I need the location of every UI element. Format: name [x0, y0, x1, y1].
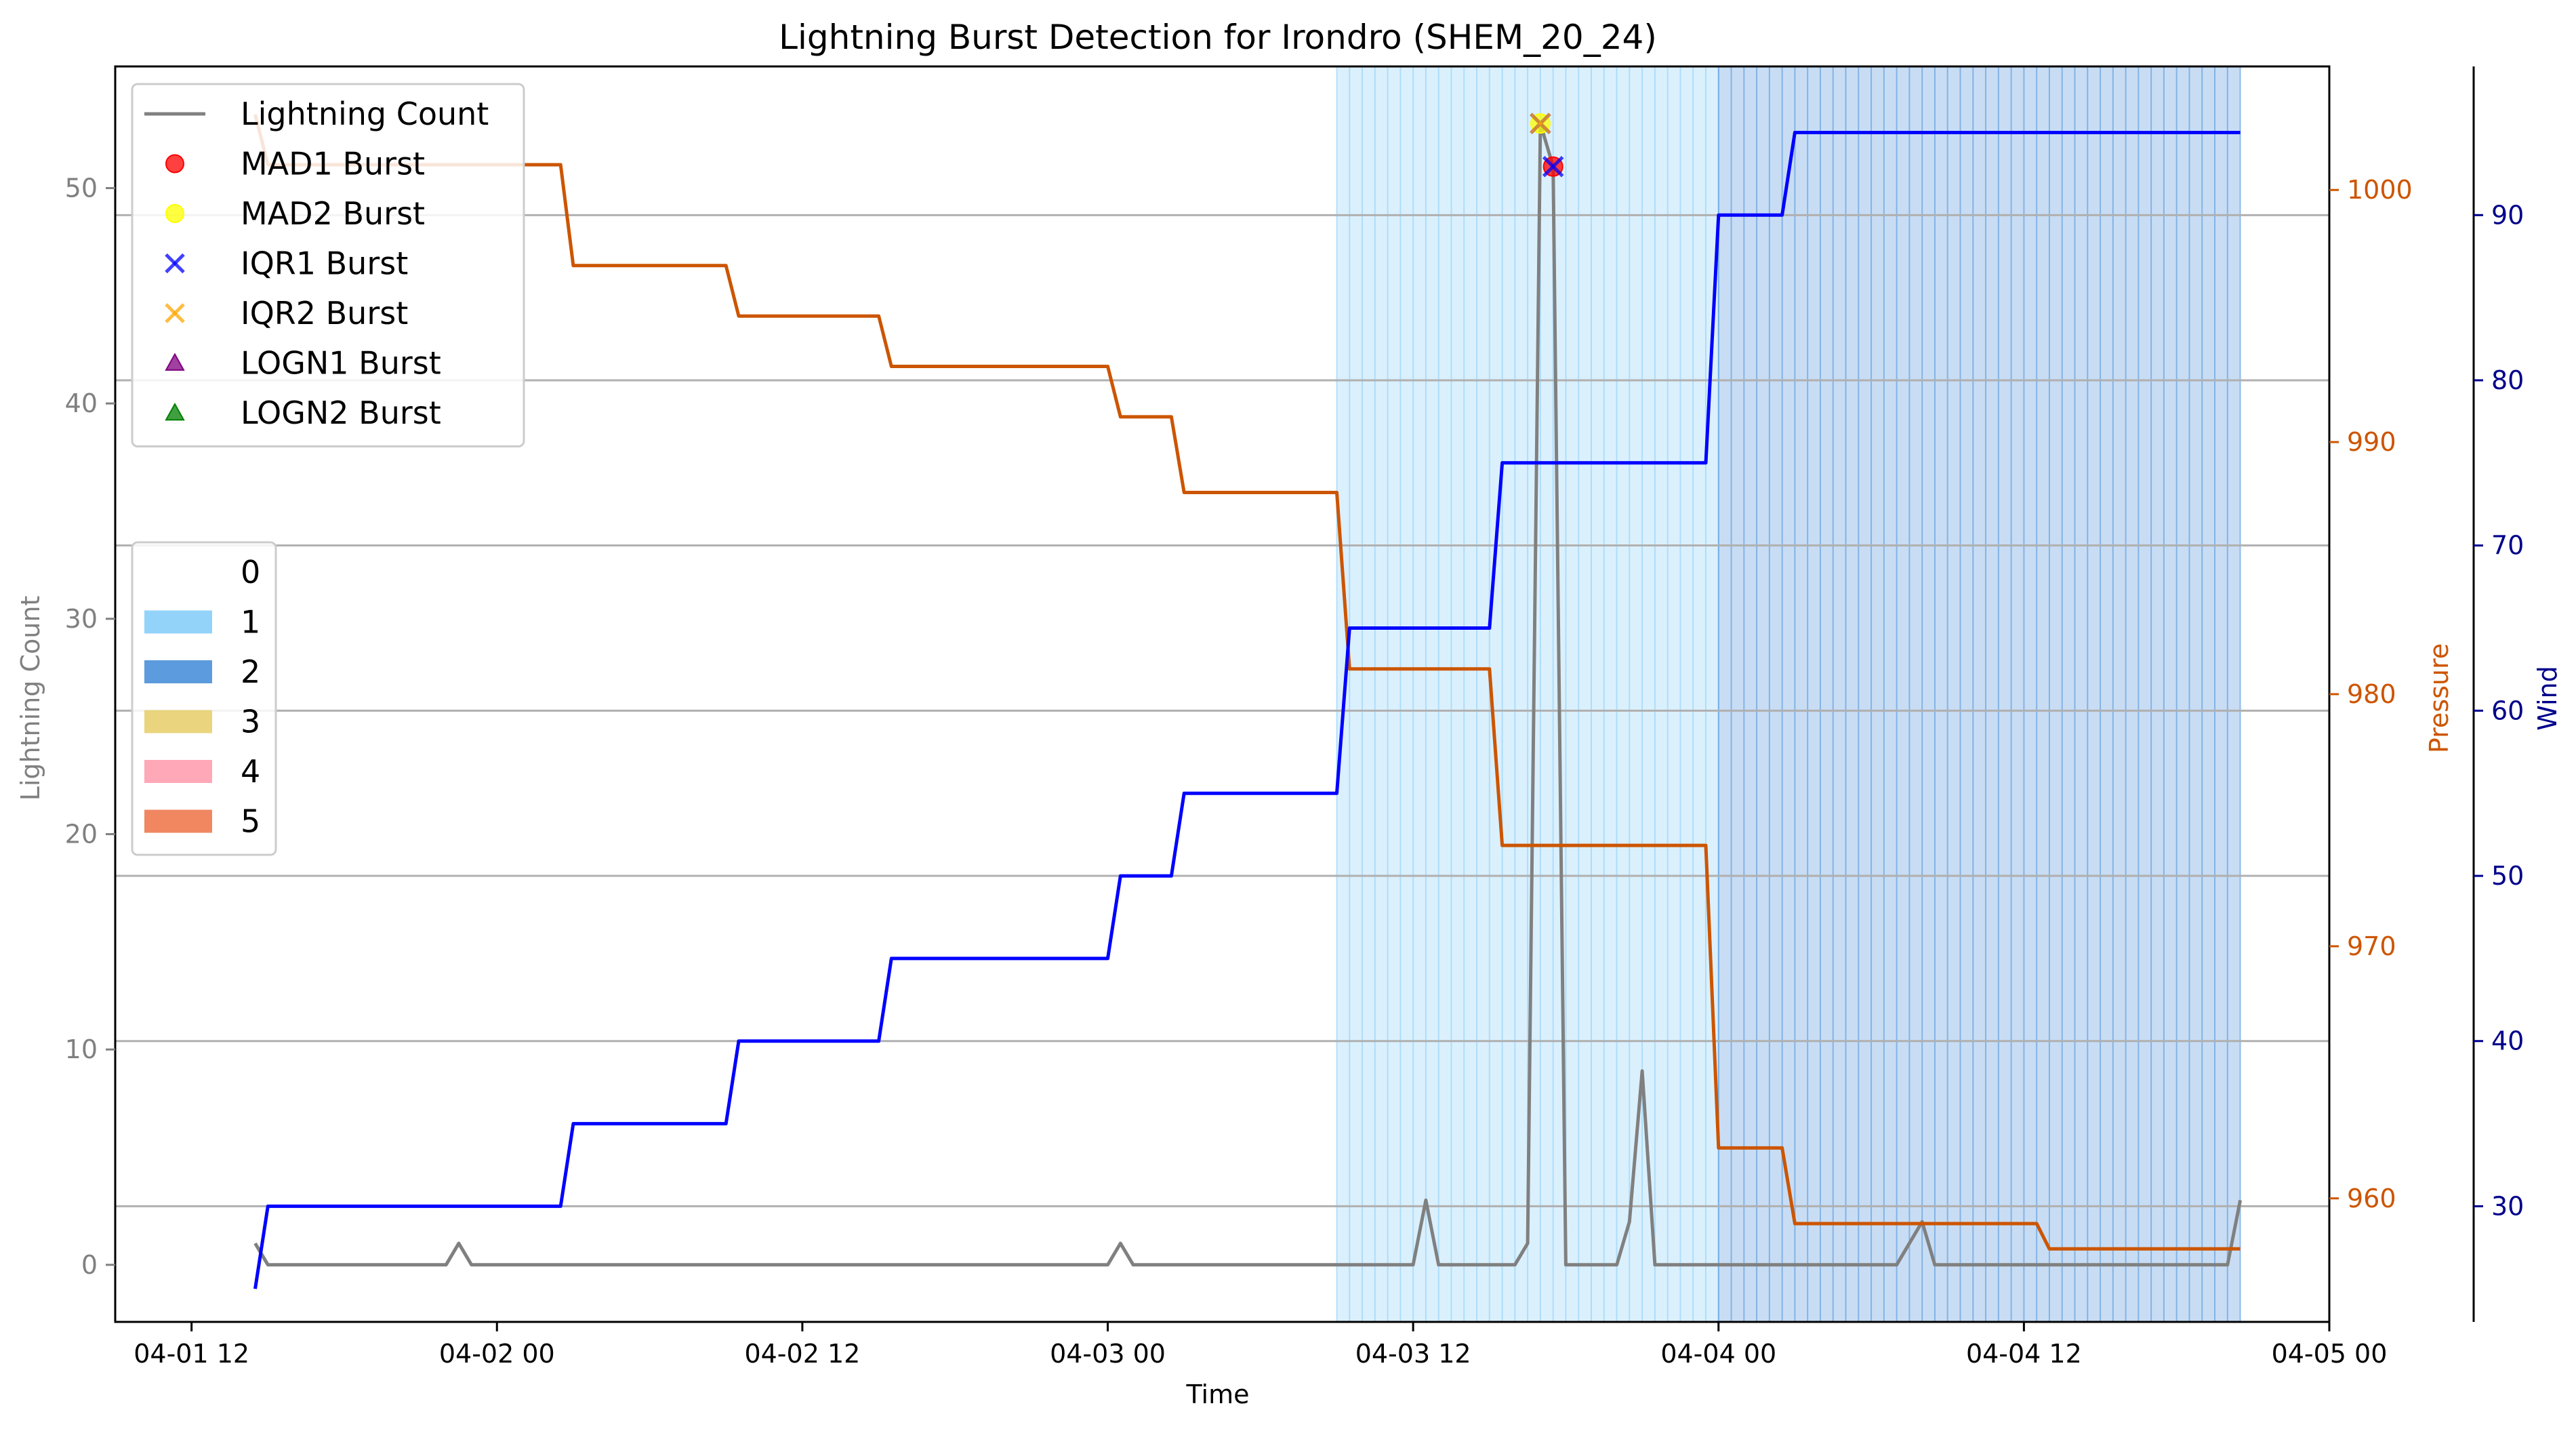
y-wind-tick-label: 50: [2491, 861, 2524, 891]
x-axis-label: Time: [1186, 1380, 1250, 1409]
series-line-wind: [253, 131, 2241, 1289]
burst-marker-iqr1-burst: [1542, 155, 1564, 178]
legend-series-mad1-burst-swatch: [165, 154, 184, 174]
series-lines: [253, 114, 2243, 1289]
legend-category-4-label: 4: [241, 753, 260, 790]
legend-category-5-label: 5: [241, 803, 260, 840]
x-tick-label: 04-04 12: [1966, 1339, 2082, 1369]
y-pressure-tick-label: 970: [2347, 931, 2396, 961]
burst-markers: [1530, 113, 1564, 178]
legend-series-iqr2-burst-label: IQR2 Burst: [241, 295, 408, 331]
y-pressure-tick-label: 980: [2347, 679, 2396, 709]
legend-series-iqr2-burst-swatch-stroke: [165, 303, 185, 323]
x-tick-label: 04-03 00: [1050, 1339, 1166, 1369]
legend-category-1-label: 1: [241, 604, 260, 641]
y-axis-label-pressure: Pressure: [2424, 643, 2454, 753]
legend-series-lightning-count-label: Lightning Count: [241, 96, 489, 132]
legend-series-iqr1-burst-swatch-stroke: [165, 253, 185, 274]
y-wind-tick-label: 30: [2491, 1191, 2524, 1221]
legend-categories: 0 1 2 3 4 5: [131, 541, 277, 856]
legend-series-box: [131, 83, 525, 447]
x-tick-label: 04-02 00: [439, 1339, 555, 1369]
y-left-tick-label: 20: [65, 819, 98, 849]
y-wind-tick-label: 40: [2491, 1026, 2524, 1056]
x-tick-label: 04-04 00: [1660, 1339, 1776, 1369]
y-wind-tick-label: 80: [2491, 365, 2524, 395]
y-left-tick-label: 0: [81, 1250, 98, 1280]
legend-series-logn2-burst-label: LOGN2 Burst: [241, 395, 441, 431]
y-pressure-tick-label: 990: [2347, 427, 2396, 457]
axes: 04-01 12 04-02 00 04-02 12 04-03 00 04-03 12…: [65, 65, 2524, 1369]
legend-category-3-label: 3: [241, 704, 260, 740]
legend-category-1-swatch: [144, 610, 212, 634]
legend-series-logn1-burst-swatch: [165, 353, 185, 371]
y-axis-label-wind: Wind: [2533, 666, 2562, 731]
legend-series-iqr1-burst-swatch: [165, 253, 185, 274]
y-left-tick-label: 10: [65, 1034, 98, 1064]
legend-series: Lightning Count MAD1 Burst MAD2 Burst IQR1 …: [131, 83, 525, 447]
legend-series-logn1-burst-label: LOGN1 Burst: [241, 345, 441, 382]
y-axis-label-lightning: Lightning Count: [16, 596, 45, 801]
x-tick-label: 04-01 12: [134, 1339, 249, 1369]
x-tick-label: 04-05 00: [2272, 1339, 2388, 1369]
legend-series-mad1-burst-label: MAD1 Burst: [241, 146, 425, 182]
legend-category-3-swatch: [144, 710, 212, 733]
series-line-lightning-count: [253, 121, 2243, 1267]
legend-category-2-label: 2: [241, 653, 260, 690]
legend-series-iqr2-burst-swatch: [165, 303, 185, 323]
legend-category-5-swatch: [144, 809, 212, 833]
burst-marker-iqr2-burst-stroke: [1530, 113, 1551, 134]
legend-category-2-swatch: [144, 660, 212, 683]
category-band-2: [1718, 66, 2241, 1322]
burst-marker-iqr2-burst: [1530, 113, 1551, 134]
x-tick-label: 04-02 12: [744, 1339, 860, 1369]
legend-category-4-swatch: [144, 760, 212, 783]
legend-series-mad2-burst-swatch: [165, 204, 184, 223]
chart-title: Lightning Burst Detection for Irondro (S…: [779, 18, 1657, 57]
legend-series-mad2-burst-label: MAD2 Burst: [241, 195, 425, 232]
legend-series-iqr1-burst-label: IQR1 Burst: [241, 245, 408, 282]
burst-marker-iqr1-burst-stroke: [1542, 155, 1564, 178]
x-tick-label: 04-03 12: [1355, 1339, 1471, 1369]
y-left-tick-label: 30: [65, 604, 98, 634]
y-left-tick-label: 40: [65, 388, 98, 418]
legend-category-0-label: 0: [241, 554, 260, 590]
legend-series-logn2-burst-swatch: [165, 402, 185, 421]
y-wind-tick-label: 70: [2491, 531, 2524, 561]
y-wind-tick-label: 60: [2491, 696, 2524, 725]
category-bands: [1336, 66, 2241, 1322]
y-pressure-tick-label: 1000: [2347, 175, 2413, 205]
y-pressure-tick-label: 960: [2347, 1184, 2396, 1213]
legend-category-0-swatch: [144, 561, 212, 584]
y-wind-tick-label: 90: [2491, 200, 2524, 230]
y-left-tick-label: 50: [65, 173, 98, 203]
series-line-pressure: [253, 114, 2241, 1251]
